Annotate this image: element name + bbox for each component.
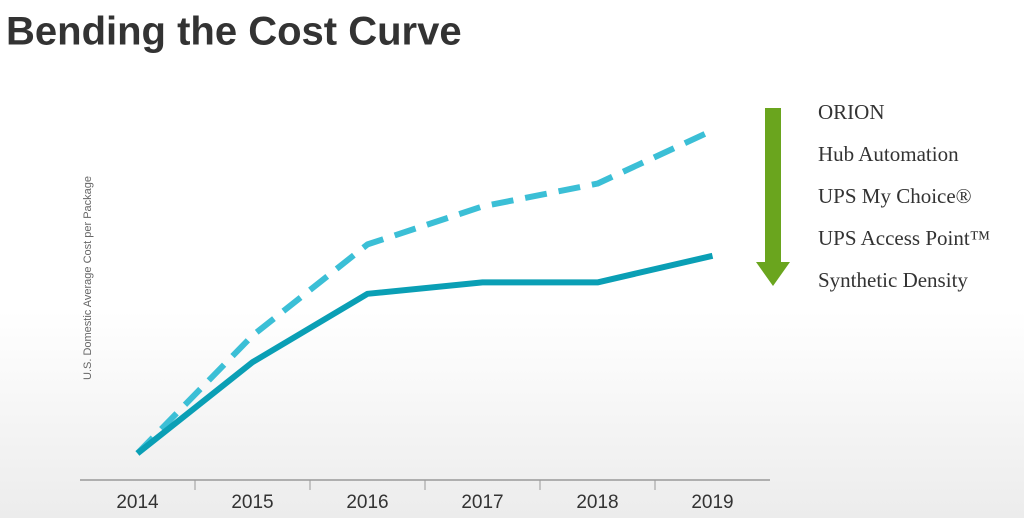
initiative-label: Synthetic Density: [818, 268, 968, 292]
arrow-head: [756, 262, 790, 286]
initiative-label: ORION: [818, 100, 885, 124]
arrow-shaft: [765, 108, 781, 263]
x-tick-label: 2016: [346, 492, 388, 513]
initiative-label: UPS My Choice®: [818, 184, 972, 208]
solid-line: [135, 252, 714, 456]
initiative-label: UPS Access Point™: [818, 226, 990, 250]
x-tick-label: 2015: [231, 492, 273, 513]
initiative-label: Hub Automation: [818, 142, 959, 166]
x-tick-label: 2017: [461, 492, 503, 513]
x-tick-label: 2014: [116, 492, 159, 513]
dashed-line: [135, 127, 714, 456]
x-tick-label: 2019: [691, 492, 733, 513]
slide-title: Bending the Cost Curve: [6, 10, 462, 54]
x-tick-label: 2018: [576, 492, 618, 513]
y-axis-label: U.S. Domestic Average Cost per Package: [82, 176, 94, 380]
